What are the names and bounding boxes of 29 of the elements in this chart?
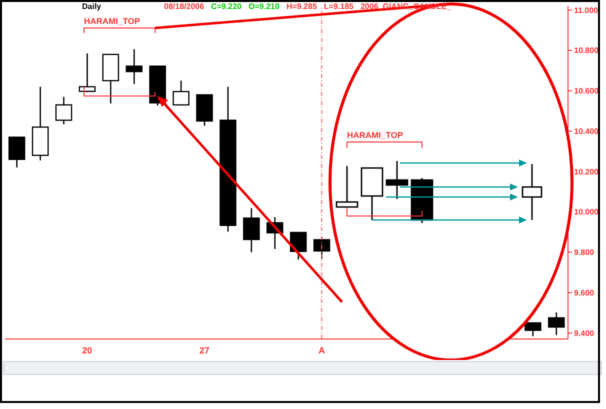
- y-tick-label: 10.400: [574, 126, 600, 136]
- x-tick-label: 20: [82, 345, 92, 356]
- candlestick: [548, 312, 565, 336]
- y-tick-label: 10.600: [574, 86, 600, 96]
- annotation: L=9.185: [324, 2, 354, 11]
- annotation: O=9.210: [248, 2, 280, 11]
- y-tick-label: 10.800: [574, 46, 600, 56]
- annotation: 08/18/2006: [164, 2, 204, 11]
- y-tick-label: 11.000: [574, 6, 599, 15]
- annotation: C=9.220: [211, 2, 242, 11]
- y-tick-label: 10.200: [574, 167, 600, 176]
- annotation: H=9.285: [286, 2, 317, 11]
- y-tick-label: 9.800: [574, 248, 595, 258]
- candlestick: [524, 322, 542, 337]
- chart-title: Daily: [82, 2, 102, 11]
- candlestick: [8, 136, 26, 168]
- candlestick: [55, 96, 72, 125]
- x-tick-label: 27: [199, 345, 210, 356]
- annotation: HARAMI_TOP: [347, 130, 404, 140]
- y-tick-label: 10.000: [574, 208, 600, 217]
- x-tick-label: A: [318, 345, 326, 356]
- candlestick: [126, 48, 143, 85]
- annotation: HARAMI_TOP: [84, 16, 140, 26]
- candlestick: [290, 232, 307, 260]
- y-tick-label: 9.600: [574, 288, 595, 298]
- candlestick: [172, 80, 190, 106]
- y-tick-label: 9.400: [574, 328, 595, 338]
- candlestick: [243, 208, 260, 253]
- candlestick: [78, 52, 96, 93]
